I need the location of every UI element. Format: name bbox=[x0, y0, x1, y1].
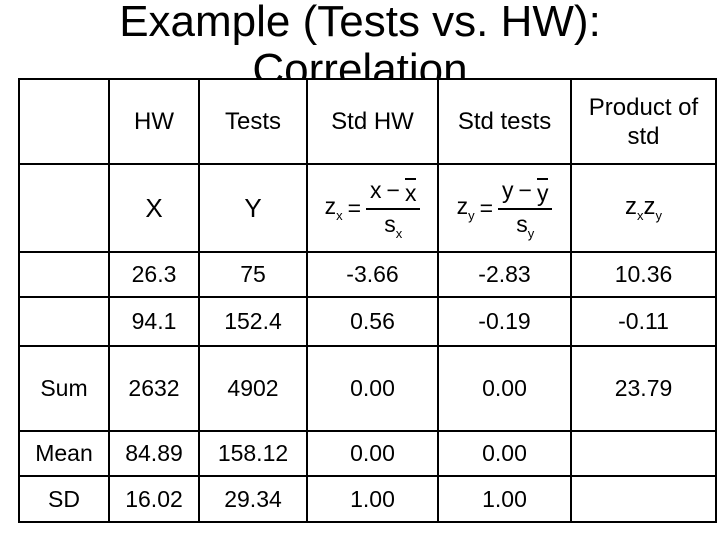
minus-sign: − bbox=[518, 176, 532, 203]
zx-num-var: x bbox=[370, 176, 382, 203]
std-hw-value-cell: 0.00 bbox=[306, 430, 439, 477]
zx-lhs-subscript: x bbox=[336, 207, 343, 223]
std-tests-value-cell: 0.00 bbox=[437, 345, 572, 432]
row-label-cell: Sum bbox=[18, 345, 110, 432]
slide-title-line1: Example (Tests vs. HW): bbox=[119, 0, 601, 46]
std-tests-value-cell: -2.83 bbox=[437, 251, 572, 298]
std-hw-value-cell: -3.66 bbox=[306, 251, 439, 298]
zx-den-subscript: x bbox=[395, 225, 403, 241]
minus-sign: − bbox=[386, 176, 400, 203]
zy-lhs: zy bbox=[457, 194, 475, 223]
std-tests-value-cell: -0.19 bbox=[437, 296, 572, 347]
tests-value-cell: 75 bbox=[198, 251, 308, 298]
product-value-cell bbox=[570, 430, 717, 477]
row-label-cell bbox=[18, 296, 110, 347]
variable-x-cell: X bbox=[108, 163, 200, 253]
zy-lhs-subscript: y bbox=[468, 207, 475, 223]
header-cell-std-tests: Std tests bbox=[437, 78, 572, 165]
product-value-cell: -0.11 bbox=[570, 296, 717, 347]
zxzy-z1: z bbox=[625, 193, 637, 220]
zx-formula-cell: zx = x − x sx bbox=[306, 163, 439, 253]
zy-fraction: y − y sy bbox=[498, 176, 553, 241]
std-tests-value-cell: 1.00 bbox=[437, 475, 572, 523]
product-value-cell: 23.79 bbox=[570, 345, 717, 432]
row-label-cell: Mean bbox=[18, 430, 110, 477]
hw-value-cell: 26.3 bbox=[108, 251, 200, 298]
variable-y-cell: Y bbox=[198, 163, 308, 253]
header-cell-tests: Tests bbox=[198, 78, 308, 165]
sd-row: SD 16.02 29.34 1.00 1.00 bbox=[18, 475, 717, 523]
header-cell-empty bbox=[18, 78, 110, 165]
zy-formula: zy = y − y sy bbox=[457, 176, 553, 241]
mean-row: Mean 84.89 158.12 0.00 0.00 bbox=[18, 430, 717, 477]
zx-fraction: x − x sx bbox=[366, 176, 421, 241]
std-hw-value-cell: 0.56 bbox=[306, 296, 439, 347]
zy-den-base: s bbox=[516, 210, 528, 237]
table-row: 94.1 152.4 0.56 -0.19 -0.11 bbox=[18, 296, 717, 347]
slide-title: Example (Tests vs. HW): Correlation bbox=[0, 0, 720, 94]
zx-formula: zx = x − x sx bbox=[325, 176, 421, 241]
zxzy-z2: z bbox=[643, 193, 656, 220]
zy-numerator: y − y bbox=[498, 176, 553, 210]
zx-lhs: zx bbox=[325, 194, 343, 223]
zy-num-var: y bbox=[502, 176, 514, 203]
zx-lhs-base: z bbox=[324, 192, 337, 219]
tests-value-cell: 29.34 bbox=[198, 475, 308, 523]
zxzy-z1-subscript: x bbox=[637, 208, 644, 223]
std-hw-value-cell: 0.00 bbox=[306, 345, 439, 432]
correlation-table: HW Tests Std HW Std tests Product of std… bbox=[18, 78, 717, 523]
zx-den-base: s bbox=[384, 210, 396, 237]
variable-formula-row: X Y zx = x − x sx bbox=[18, 163, 717, 253]
hw-value-cell: 16.02 bbox=[108, 475, 200, 523]
hw-value-cell: 2632 bbox=[108, 345, 200, 432]
tests-value-cell: 152.4 bbox=[198, 296, 308, 347]
product-value-cell: 10.36 bbox=[570, 251, 717, 298]
zxzy-product-symbol: zxzy bbox=[625, 193, 663, 223]
hw-value-cell: 94.1 bbox=[108, 296, 200, 347]
sum-row: Sum 2632 4902 0.00 0.00 23.79 bbox=[18, 345, 717, 432]
zxzy-product-cell: zxzy bbox=[570, 163, 717, 253]
y-bar-symbol: y bbox=[536, 177, 549, 206]
zy-lhs-base: z bbox=[456, 192, 469, 219]
zx-numerator: x − x bbox=[366, 176, 421, 210]
formula-row-empty-cell bbox=[18, 163, 110, 253]
header-cell-std-hw: Std HW bbox=[306, 78, 439, 165]
tests-value-cell: 4902 bbox=[198, 345, 308, 432]
equals-sign: = bbox=[347, 194, 361, 221]
equals-sign: = bbox=[479, 194, 493, 221]
tests-value-cell: 158.12 bbox=[198, 430, 308, 477]
header-cell-hw: HW bbox=[108, 78, 200, 165]
zy-den-subscript: y bbox=[527, 225, 535, 241]
std-tests-value-cell: 0.00 bbox=[437, 430, 572, 477]
zy-denominator: sy bbox=[516, 210, 534, 241]
product-value-cell bbox=[570, 475, 717, 523]
zxzy-z2-subscript: y bbox=[655, 208, 663, 223]
std-hw-value-cell: 1.00 bbox=[306, 475, 439, 523]
header-cell-product-of-std: Product of std bbox=[570, 78, 717, 165]
table-header-row: HW Tests Std HW Std tests Product of std bbox=[18, 78, 717, 165]
hw-value-cell: 84.89 bbox=[108, 430, 200, 477]
x-bar-symbol: x bbox=[404, 177, 417, 206]
row-label-cell bbox=[18, 251, 110, 298]
zy-formula-cell: zy = y − y sy bbox=[437, 163, 572, 253]
row-label-cell: SD bbox=[18, 475, 110, 523]
table-row: 26.3 75 -3.66 -2.83 10.36 bbox=[18, 251, 717, 298]
zx-denominator: sx bbox=[384, 210, 402, 241]
